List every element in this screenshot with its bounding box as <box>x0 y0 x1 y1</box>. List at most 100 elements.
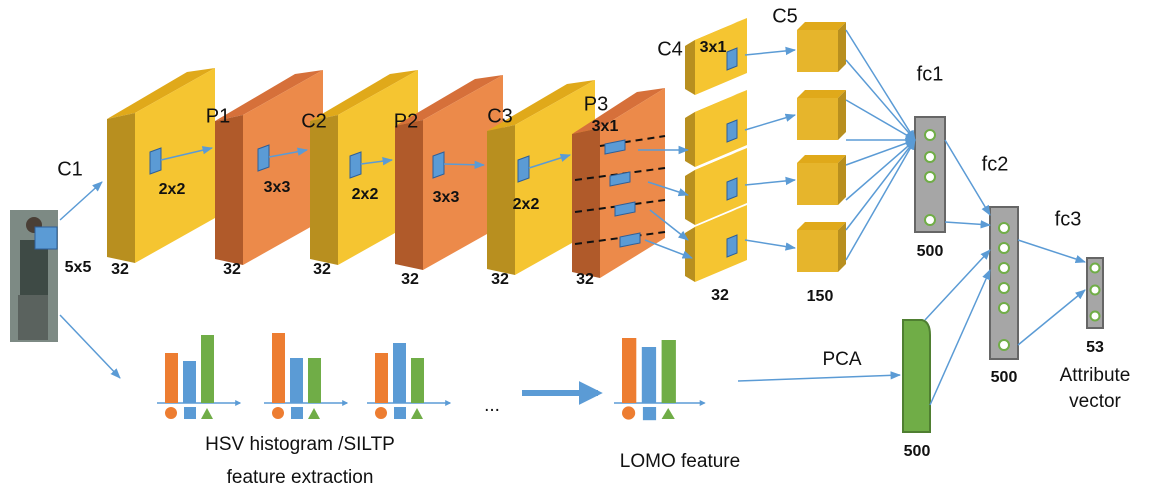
channel-count: 32 <box>401 271 419 288</box>
neuron <box>998 339 1010 351</box>
fc-units: 500 <box>991 369 1018 386</box>
block-side <box>685 170 695 225</box>
layer-name: P2 <box>394 110 418 132</box>
neuron <box>924 214 936 226</box>
input-kernel <box>34 226 58 250</box>
arrow <box>59 314 121 379</box>
fc-name: fc3 <box>1055 208 1082 230</box>
neuron <box>1089 262 1101 274</box>
cube-front <box>797 30 838 72</box>
arrow <box>647 181 689 197</box>
block-side <box>685 40 695 95</box>
block-front <box>600 88 665 278</box>
block-side <box>215 115 243 265</box>
block-side <box>395 120 423 270</box>
stage-label: HSV histogram /SILTP <box>205 434 395 455</box>
kernel <box>349 151 362 179</box>
cube-top <box>797 155 846 163</box>
block-top <box>310 70 418 121</box>
cube-front <box>797 230 838 272</box>
fc-name: fc1 <box>917 63 944 85</box>
arrow <box>929 269 991 406</box>
block-front <box>695 205 747 282</box>
hist-bar <box>411 358 424 403</box>
split-line <box>574 199 666 213</box>
block-side <box>685 112 695 167</box>
arrow <box>744 239 797 251</box>
block-top <box>487 80 595 131</box>
arrow <box>737 371 902 382</box>
shape-circle <box>375 407 387 419</box>
arrow <box>845 139 916 201</box>
block-front <box>423 75 503 270</box>
kernel-size: 2x2 <box>513 196 540 213</box>
stage-label: feature extraction <box>227 467 374 488</box>
kernel-size: 3x1 <box>700 39 727 56</box>
layer-name: P1 <box>206 105 230 127</box>
neuron <box>998 222 1010 234</box>
channel-count: 150 <box>807 288 834 305</box>
block-front <box>135 68 215 263</box>
block-top <box>572 88 665 134</box>
kernel-size: 3x3 <box>264 179 291 196</box>
kernel <box>614 201 636 217</box>
layer-name: C1 <box>57 158 83 180</box>
hist-bar <box>290 358 303 403</box>
arrow <box>59 181 103 221</box>
arrow <box>924 249 991 321</box>
block-side <box>310 115 338 265</box>
layer-name: C3 <box>487 105 513 127</box>
neuron <box>1089 310 1101 322</box>
neuron <box>998 282 1010 294</box>
arrow <box>845 59 916 141</box>
lomo-label: LOMO feature <box>620 451 740 472</box>
arrow <box>443 160 486 169</box>
hist-bar <box>393 343 406 403</box>
arrow <box>644 239 693 259</box>
block-front <box>695 148 747 225</box>
block-side <box>487 125 515 275</box>
kernel <box>726 119 738 143</box>
kernel <box>726 177 738 201</box>
channel-count: 32 <box>313 261 331 278</box>
block-side <box>572 128 600 278</box>
channel-count: 32 <box>223 261 241 278</box>
cube-side <box>838 90 846 140</box>
cube-top <box>797 222 846 230</box>
hist-bar <box>272 333 285 403</box>
kernel <box>726 47 738 71</box>
input-kernel-size: 5x5 <box>65 259 92 276</box>
kernel <box>726 234 738 258</box>
arrow <box>268 147 309 158</box>
pca-dims: 500 <box>904 443 931 460</box>
arrow <box>944 220 992 229</box>
channel-count: 32 <box>111 261 129 278</box>
neuron <box>924 171 936 183</box>
channel-count: 32 <box>491 271 509 288</box>
neuron <box>998 302 1010 314</box>
shape-circle <box>622 406 636 420</box>
block-top <box>215 70 323 121</box>
arrow <box>845 139 916 261</box>
shape-circle <box>165 407 177 419</box>
arrow <box>845 99 916 141</box>
neuron <box>924 129 936 141</box>
arrow <box>1017 239 1086 264</box>
hist-bar <box>201 335 214 403</box>
pca-bar <box>902 319 931 433</box>
hist-bar <box>641 347 657 403</box>
kernel-size: 2x2 <box>352 186 379 203</box>
cube-top <box>797 22 846 30</box>
block-side <box>107 113 135 263</box>
shape-triangle <box>661 408 675 419</box>
kernel <box>517 155 530 183</box>
arrow <box>845 139 916 231</box>
pca-label: PCA <box>822 349 861 370</box>
block-front <box>695 18 747 95</box>
split-line <box>574 167 666 181</box>
layer-name: C5 <box>772 5 798 27</box>
cube-top <box>797 90 846 98</box>
kernel-size: 3x1 <box>592 118 619 135</box>
kernel <box>149 147 162 175</box>
